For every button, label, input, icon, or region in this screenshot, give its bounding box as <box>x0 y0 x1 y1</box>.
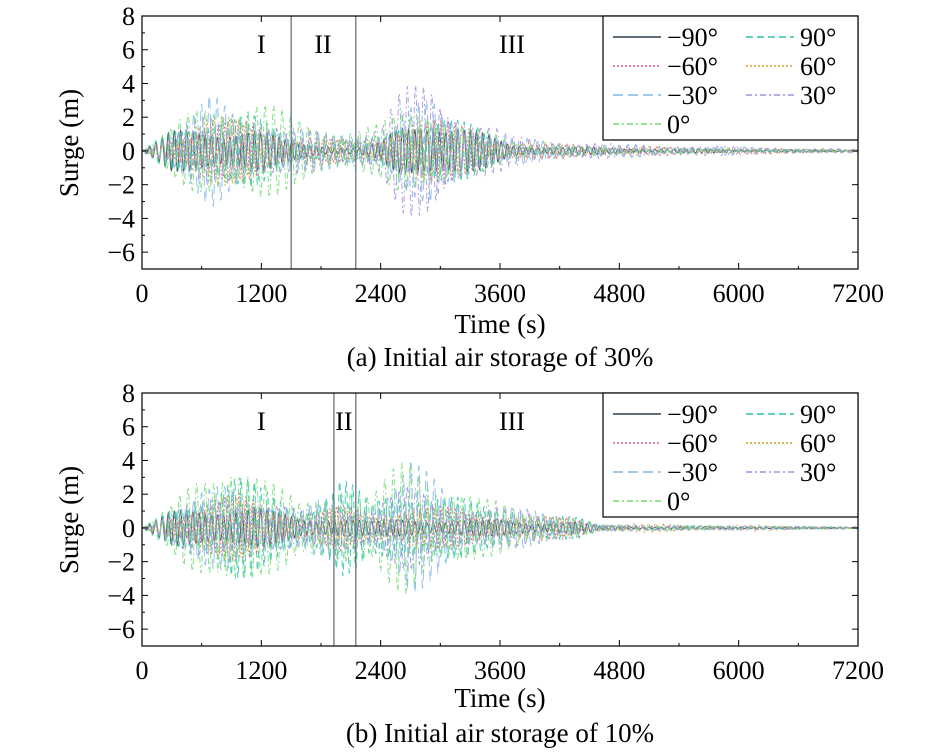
panel-b-legend: −90° 90° −60° 60° −30° 30° 0° <box>602 392 859 518</box>
panel-b-stage-dividers <box>333 393 357 646</box>
y-tick-label: 4 <box>122 446 135 475</box>
y-tick-label: −2 <box>107 171 135 200</box>
legend-label: −60° <box>667 52 718 81</box>
legend-label: 0° <box>667 487 690 516</box>
x-tick-label: 2400 <box>355 656 407 685</box>
y-tick-label: 6 <box>122 413 135 442</box>
stage-label: II <box>335 407 352 436</box>
x-tick-label: 7200 <box>832 279 884 308</box>
panel-a-series-group <box>142 84 858 217</box>
series-line <box>142 462 858 594</box>
y-tick-label: 0 <box>122 137 135 166</box>
x-tick-label: 4800 <box>593 656 645 685</box>
panel-b-xlabel: Time (s) <box>454 683 545 713</box>
x-tick-label: 6000 <box>713 279 765 308</box>
x-tick-label: 0 <box>136 279 149 308</box>
y-tick-label: 6 <box>122 36 135 65</box>
y-tick-label: −2 <box>107 548 135 577</box>
y-tick-label: −4 <box>107 581 135 610</box>
panel-a: I II III 0 1200 2400 3600 4800 6000 7200 86420−2… <box>54 2 884 372</box>
legend-label: 30° <box>800 458 836 487</box>
legend-label: 90° <box>800 23 836 52</box>
x-tick-label: 3600 <box>474 656 526 685</box>
panel-b: I II III 0 1200 2400 3600 4800 6000 7200 86420−2… <box>54 379 884 748</box>
series-line <box>142 104 858 198</box>
legend-label: 90° <box>800 400 836 429</box>
x-tick-label: 2400 <box>355 279 407 308</box>
stage-label: II <box>314 30 331 59</box>
y-tick-label: −6 <box>107 238 135 267</box>
y-tick-label: 2 <box>122 480 135 509</box>
y-tick-label: 8 <box>122 379 135 408</box>
panel-b-stage-labels: I II III <box>257 407 525 436</box>
stage-label: III <box>499 407 525 436</box>
y-tick-label: 0 <box>122 514 135 543</box>
panel-b-series-group <box>142 462 858 594</box>
panel-b-x-ticks: 0 1200 2400 3600 4800 6000 7200 <box>136 393 884 685</box>
y-tick-label: −4 <box>107 204 135 233</box>
legend-label: −60° <box>667 429 718 458</box>
x-tick-label: 4800 <box>593 279 645 308</box>
legend-label: 0° <box>667 110 690 139</box>
legend-label: 30° <box>800 81 836 110</box>
legend-label: −90° <box>667 400 718 429</box>
x-tick-label: 6000 <box>713 656 765 685</box>
x-tick-label: 3600 <box>474 279 526 308</box>
legend-label: −30° <box>667 458 718 487</box>
panel-a-stage-dividers <box>290 16 357 269</box>
panel-a-ylabel: Surge (m) <box>54 89 84 197</box>
x-tick-label: 7200 <box>832 656 884 685</box>
y-tick-label: 4 <box>122 69 135 98</box>
series-line <box>142 118 858 183</box>
panel-a-stage-labels: I II III <box>257 30 525 59</box>
series-line <box>142 462 858 593</box>
y-tick-label: −6 <box>107 615 135 644</box>
panel-b-ylabel: Surge (m) <box>54 466 84 574</box>
stage-label: I <box>257 407 266 436</box>
y-tick-label: 8 <box>122 2 135 31</box>
legend-label: −30° <box>667 81 718 110</box>
x-tick-label: 1200 <box>235 279 287 308</box>
x-tick-label: 0 <box>136 656 149 685</box>
y-tick-label: 2 <box>122 103 135 132</box>
legend-label: 60° <box>800 429 836 458</box>
panel-a-y-ticks: 8 6 4 2 0 −2 −4 −6 <box>107 2 858 270</box>
stage-label: I <box>257 30 266 59</box>
series-line <box>142 114 858 187</box>
panel-b-title: (b) Initial air storage of 10% <box>346 718 654 748</box>
stage-label: III <box>499 30 525 59</box>
panel-a-legend: −90° 90° −60° 60° −30° 30° 0° <box>602 15 859 141</box>
panel-a-title: (a) Initial air storage of 30% <box>347 342 654 372</box>
panel-a-xlabel: Time (s) <box>454 309 545 339</box>
legend-label: −90° <box>667 23 718 52</box>
panel-a-x-ticks: 0 1200 2400 3600 4800 6000 7200 <box>136 16 884 308</box>
panel-b-y-ticks: 8 6 4 2 0 −2 −4 −6 <box>107 379 858 647</box>
x-tick-label: 1200 <box>235 656 287 685</box>
legend-label: 60° <box>800 52 836 81</box>
